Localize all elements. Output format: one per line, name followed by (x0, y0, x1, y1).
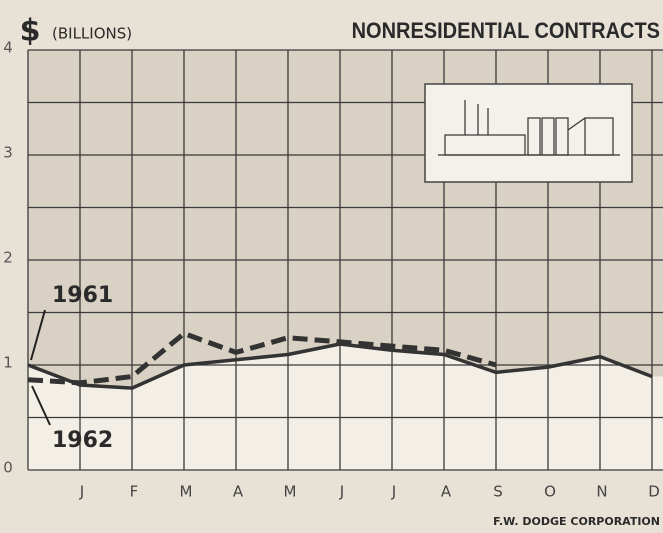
x-tick-label: A (441, 483, 452, 501)
chart: $ (BILLIONS) NONRESIDENTIAL CONTRACTS F.… (0, 0, 663, 533)
y-axis-label: (BILLIONS) (52, 25, 132, 43)
x-tick-label: N (596, 483, 607, 501)
y-tick-label: 1 (3, 354, 13, 372)
x-tick-label: J (79, 483, 84, 501)
unit-symbol: $ (20, 14, 41, 49)
factory-inset (425, 84, 632, 182)
x-tick-label: M (284, 483, 297, 501)
x-tick-label: A (233, 483, 244, 501)
series-label: 1961 (52, 283, 113, 308)
series-label: 1962 (52, 428, 113, 453)
source-note: F.W. DODGE CORPORATION (493, 515, 660, 528)
x-tick-label: O (544, 483, 556, 501)
y-tick-label: 0 (3, 459, 13, 477)
chart-title: NONRESIDENTIAL CONTRACTS (352, 19, 660, 43)
x-tick-label: J (391, 483, 396, 501)
x-tick-label: F (130, 483, 139, 501)
x-tick-label: J (339, 483, 344, 501)
x-tick-label: D (648, 483, 660, 501)
y-tick-label: 2 (3, 249, 13, 267)
y-tick-label: 4 (3, 39, 13, 57)
x-tick-label: M (180, 483, 193, 501)
y-tick-label: 3 (3, 144, 13, 162)
x-tick-label: S (493, 483, 503, 501)
